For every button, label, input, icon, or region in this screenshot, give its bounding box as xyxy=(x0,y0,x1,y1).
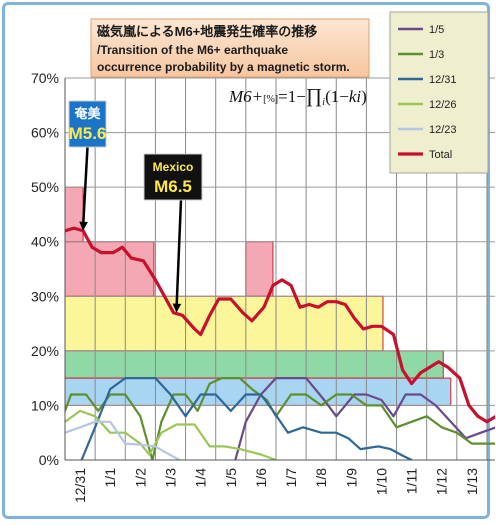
legend-label-5: Total xyxy=(429,149,452,161)
x-tick-label-4: 1/4 xyxy=(193,468,209,488)
legend-label-3: 12/26 xyxy=(429,99,457,111)
formula: M6+[%]=1−∏i(1−ki) xyxy=(228,85,367,108)
annotation-label-top-1: Mexico xyxy=(153,160,194,174)
annotation-arrow-1 xyxy=(175,199,183,309)
band-4 xyxy=(65,350,444,379)
formula-sub: [%] xyxy=(263,94,278,105)
formula-rhs2: (1− xyxy=(325,87,349,106)
title-box: 磁気嵐によるM6+地震発生確率の推移 /Transition of the M6… xyxy=(90,18,370,78)
annotation-label-bottom-1: M6.5 xyxy=(154,177,192,196)
formula-rhs3: ) xyxy=(361,87,367,106)
legend-label-2: 12/31 xyxy=(429,74,457,86)
probability-chart: 0%10%20%30%40%50%60%70% 12/31 1/1 1/2 1/3 1/… xyxy=(31,11,495,503)
annotation-arrowhead-0 xyxy=(79,221,88,231)
annotation-arrow-0 xyxy=(81,146,89,227)
y-tick-label-2: 20% xyxy=(31,343,59,359)
axes xyxy=(64,78,495,461)
annotations: 奄美 M5.6 Mexico M6.5 xyxy=(68,100,203,313)
annotation-arrowhead-1 xyxy=(172,303,182,313)
formula-rhs1: =1− xyxy=(278,87,306,106)
x-tick-label-0: 12/31 xyxy=(72,468,88,503)
x-tick-label-8: 1/8 xyxy=(313,468,329,488)
annotation-label-bottom-0: M5.6 xyxy=(69,124,107,143)
series-line-5 xyxy=(65,226,495,424)
x-tick-label-7: 1/7 xyxy=(283,468,299,488)
legend-label-0: 1/5 xyxy=(429,24,444,36)
y-tick-label-7: 70% xyxy=(31,70,59,86)
y-tick-label-1: 10% xyxy=(31,397,59,413)
title-line-3: occurrence probability by a magnetic sto… xyxy=(97,60,350,74)
x-tick-label-9: 1/9 xyxy=(343,468,359,488)
y-axis-labels: 0% 10% 20% 30% 40% 50% 60% 70% xyxy=(31,70,59,468)
title-line-2: /Transition of the M6+ earthquake xyxy=(97,43,288,57)
formula-prod: ∏ xyxy=(306,85,322,107)
annotation-box-1 xyxy=(143,153,203,201)
formula-prod-sub: i xyxy=(322,97,325,108)
band-2 xyxy=(245,241,274,297)
series-line-3 xyxy=(65,409,278,460)
x-tick-label-5: 1/5 xyxy=(223,468,239,488)
y-tick-label-0: 0% xyxy=(39,452,59,468)
y-tick-label-6: 60% xyxy=(31,125,59,141)
gridlines xyxy=(65,77,495,460)
svg-text:M6+[%]=1−∏i(1−ki): M6+[%]=1−∏i(1−ki) xyxy=(228,85,367,108)
x-tick-label-2: 1/2 xyxy=(132,468,148,488)
band-0 xyxy=(65,186,84,243)
legend-label-1: 1/3 xyxy=(429,49,444,61)
x-tick-label-10: 1/10 xyxy=(373,468,389,495)
series-line-0 xyxy=(234,377,495,460)
title-line-1: 磁気嵐によるM6+地震発生確率の推移 xyxy=(97,24,317,39)
x-tick-label-13: 1/13 xyxy=(464,468,480,495)
y-tick-label-5: 50% xyxy=(31,179,59,195)
band-1 xyxy=(65,241,155,297)
x-tick-label-6: 1/6 xyxy=(253,468,269,488)
y-tick-label-3: 30% xyxy=(31,288,59,304)
x-tick-label-3: 1/3 xyxy=(162,468,178,488)
series-line-2 xyxy=(80,377,413,460)
series-line-4 xyxy=(65,420,181,460)
x-tick-label-12: 1/12 xyxy=(434,468,450,495)
annotation-label-top-0: 奄美 xyxy=(73,106,101,121)
x-axis-labels: 12/31 1/1 1/2 1/3 1/4 1/5 1/6 1/7 1/8 1/9 1/10 1/11… xyxy=(72,468,480,503)
formula-lhs: M6+ xyxy=(228,87,263,106)
x-tick-label-11: 1/11 xyxy=(404,468,420,494)
legend: 1/5 1/3 12/31 12/26 12/23 Total xyxy=(389,11,489,174)
x-tick-label-1: 1/1 xyxy=(102,468,118,488)
band-3 xyxy=(65,295,384,352)
annotation-box-0 xyxy=(68,100,107,148)
legend-label-4: 12/23 xyxy=(429,124,457,136)
series-lines xyxy=(65,226,495,460)
y-tick-label-4: 40% xyxy=(31,234,59,250)
formula-k: ki xyxy=(349,87,362,106)
chart-frame: 0% 10% 20% 30% 40% 50% 60% 70% 12/31 1/1 1/2 1/3 1/… xyxy=(2,2,495,519)
